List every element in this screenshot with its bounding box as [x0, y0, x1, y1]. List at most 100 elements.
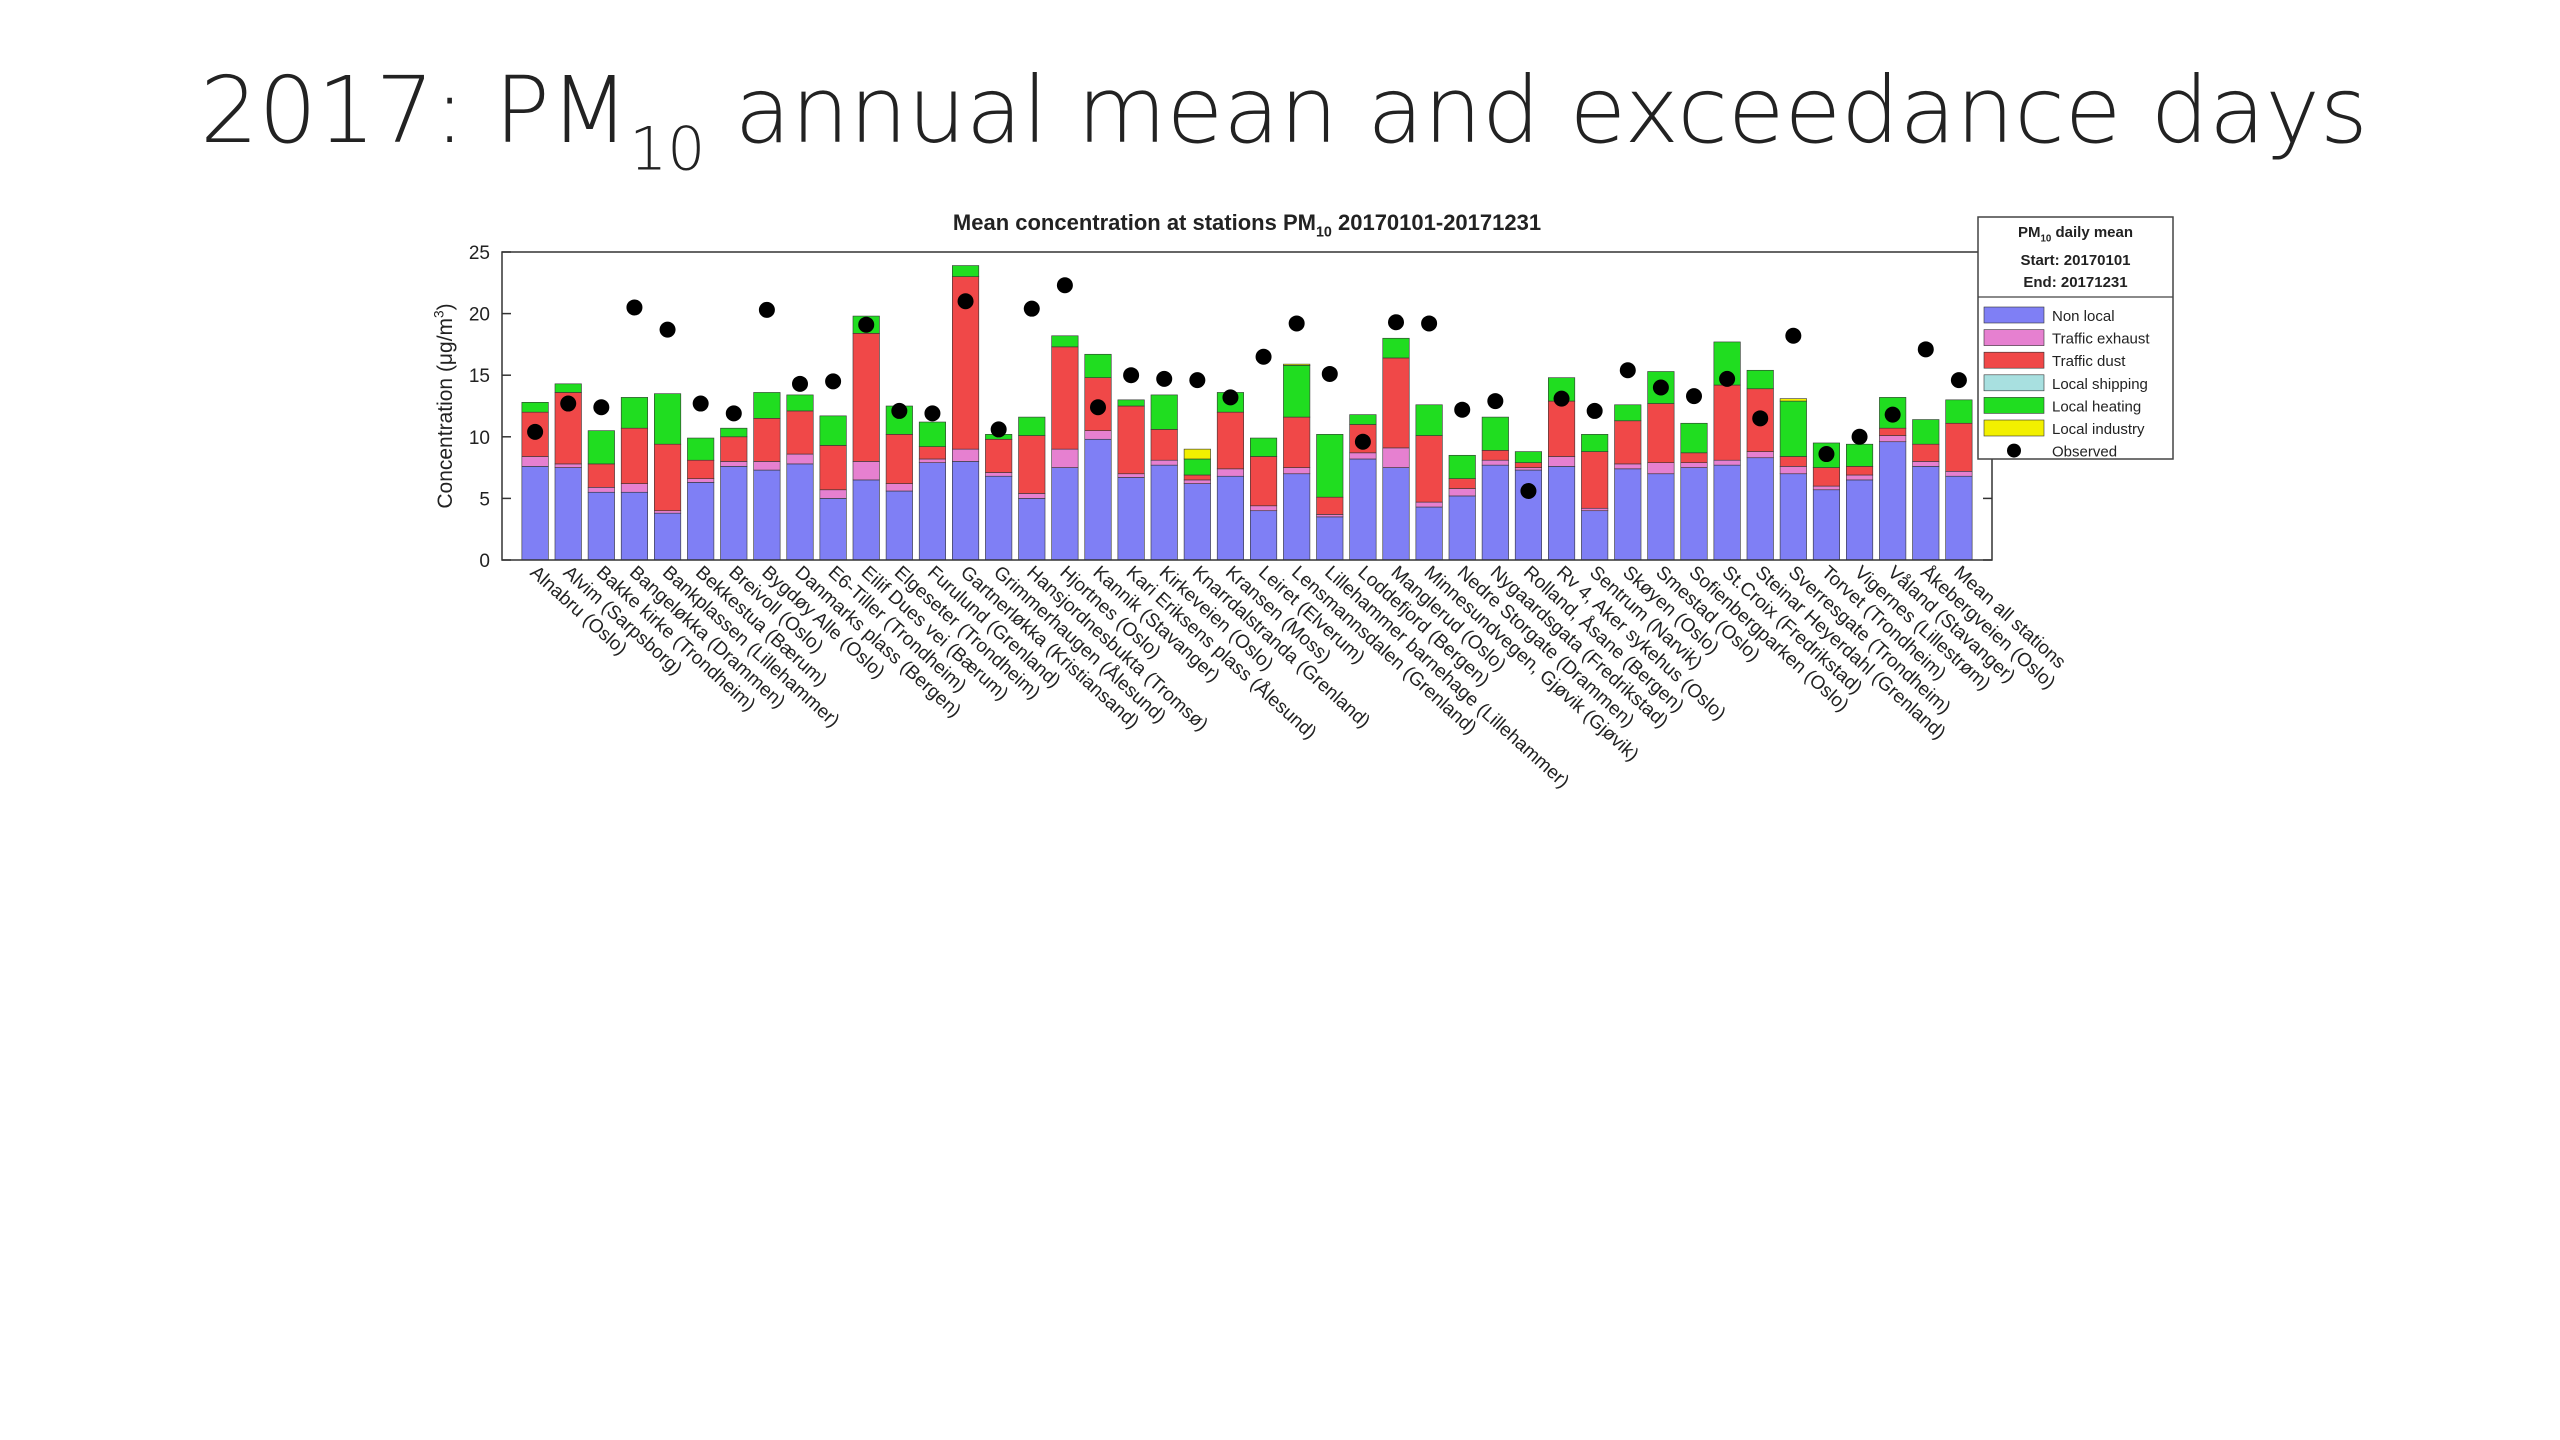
bar-segment	[1680, 422, 1708, 454]
bar-segment	[620, 427, 648, 484]
bar-segment	[918, 458, 946, 463]
observed-point	[1056, 277, 1073, 294]
bar-segment	[521, 402, 549, 413]
bar-segment	[1117, 477, 1145, 561]
bar-segment	[587, 430, 615, 465]
legend-title-subscript: 10	[2040, 234, 2051, 245]
bar-segment	[1283, 365, 1311, 418]
bar-segment	[521, 466, 549, 561]
bar-segment	[1283, 473, 1311, 561]
slide-title-text: 2017: PM	[200, 57, 629, 164]
slide-title-rest: annual mean and exceedance days	[705, 57, 2367, 164]
bar-segment	[1879, 435, 1907, 443]
bar-segment	[1779, 400, 1807, 457]
observed-point	[527, 423, 544, 440]
bar-segment	[1713, 384, 1741, 461]
bar-segment	[1581, 507, 1609, 512]
bar-segment	[1084, 430, 1112, 440]
bar-segment	[985, 475, 1013, 561]
bar-segment	[1481, 416, 1509, 451]
bar-segment	[1846, 474, 1874, 481]
bar-segment	[654, 512, 682, 561]
bar-segment	[1680, 462, 1708, 468]
observed-point	[626, 299, 643, 316]
bar-segment	[720, 461, 748, 467]
plot-area	[502, 252, 1992, 560]
bar-segment	[1084, 438, 1112, 561]
bar-segment	[885, 483, 913, 492]
bar-segment	[654, 393, 682, 445]
bar-segment	[1779, 473, 1807, 561]
bar-segment	[1316, 434, 1344, 498]
observed-point	[1288, 315, 1305, 332]
bar-segment	[985, 472, 1013, 477]
observed-point	[725, 405, 742, 422]
bar-segment	[1051, 346, 1079, 450]
bar-segment	[1548, 400, 1576, 457]
observed-point	[593, 399, 610, 416]
y-axis-label-text: Concentration (μg/m	[434, 318, 457, 509]
bar-segment	[1216, 411, 1244, 470]
observed-point	[1586, 402, 1603, 419]
bar-segment	[885, 490, 913, 561]
observed-point	[1222, 389, 1239, 406]
legend-swatch	[1983, 329, 2045, 346]
bar-segment	[1018, 493, 1046, 499]
bar-segment	[1481, 464, 1509, 561]
bar-segment	[1183, 474, 1211, 481]
bar-segment	[1713, 459, 1741, 466]
bar-segment	[918, 446, 946, 460]
observed-point	[1255, 348, 1272, 365]
bar-segment	[1812, 489, 1840, 561]
legend-title-rest: daily mean	[2051, 224, 2133, 241]
bar-segment	[1879, 441, 1907, 561]
bar-segment	[554, 383, 582, 393]
bar-segment	[885, 434, 913, 484]
bar-segment	[1514, 467, 1542, 471]
bar-segment	[587, 491, 615, 561]
bar-segment	[753, 469, 781, 561]
bar-segment	[1183, 479, 1211, 484]
bar-segment	[1680, 452, 1708, 463]
bar-segment	[753, 418, 781, 462]
bar-segment	[1183, 483, 1211, 561]
bar-segment	[819, 498, 847, 561]
bar-segment	[1614, 420, 1642, 465]
bar-segment	[1316, 496, 1344, 515]
legend: PM10 daily mean Start: 20170101 End: 20171…	[1977, 216, 2174, 461]
observed-point	[1884, 406, 1901, 423]
bar-segment	[952, 265, 980, 277]
observed-point	[1785, 327, 1802, 344]
bar-segment	[1746, 369, 1774, 390]
bar-segment	[1581, 434, 1609, 452]
bar-segment	[1812, 467, 1840, 487]
legend-swatch	[1983, 397, 2045, 414]
y-tick-label: 5	[479, 489, 490, 510]
bar-segment	[1150, 464, 1178, 561]
bar-segment	[918, 462, 946, 561]
bar-segment	[1846, 466, 1874, 476]
y-tick-label: 20	[469, 305, 490, 326]
legend-swatch	[1983, 351, 2045, 369]
bar-segment	[952, 448, 980, 462]
bar-segment	[1250, 437, 1278, 457]
bar-segment	[1150, 394, 1178, 430]
bar-segment	[1117, 399, 1145, 407]
bar-segment	[1051, 335, 1079, 348]
bar-segment	[620, 483, 648, 493]
bar-segment	[587, 487, 615, 493]
y-axis-label-rest: )	[434, 303, 457, 310]
observed-point	[1354, 433, 1371, 450]
observed-point	[792, 375, 808, 392]
bar-segment	[1316, 516, 1344, 561]
observed-point	[1818, 446, 1835, 463]
bar-segment	[1945, 422, 1973, 472]
bar-segment	[1912, 419, 1940, 445]
bar-segment	[753, 392, 781, 419]
observed-point	[1520, 483, 1537, 500]
legend-label: Non local	[2052, 308, 2115, 325]
bar-segment	[1150, 429, 1178, 461]
observed-point	[1686, 388, 1702, 405]
bar-segment	[1415, 506, 1443, 561]
